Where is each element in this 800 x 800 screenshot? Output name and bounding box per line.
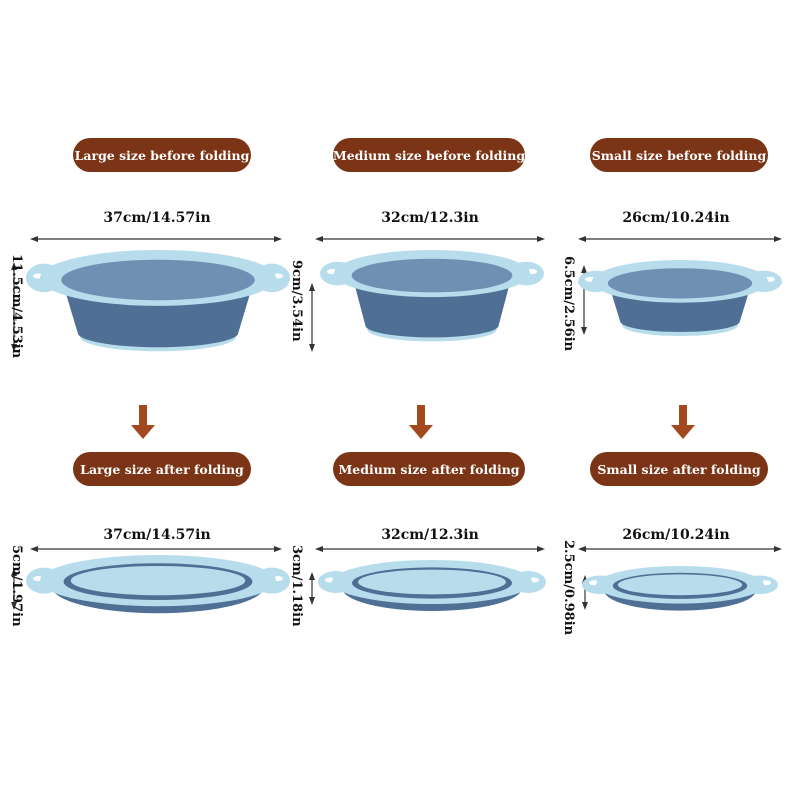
- label-small-after: Small size after folding: [590, 452, 768, 486]
- label-large-before: Large size before folding: [73, 138, 251, 172]
- height-large-after: 5cm/1.97in: [9, 545, 24, 627]
- arrow-up-icon: [11, 568, 17, 576]
- down-arrow-icon: [131, 405, 155, 439]
- folded-center: [617, 574, 743, 596]
- bowl-interior: [351, 258, 513, 293]
- arrow-down-icon: [11, 344, 17, 352]
- width-large-after: 37cm/14.57in: [103, 527, 211, 543]
- height-small-after: 2.5cm/0.98in: [561, 540, 576, 636]
- height-large-before: 11.5cm/4.53in: [9, 254, 24, 359]
- height-medium-before: 9cm/3.54in: [289, 260, 304, 342]
- bowl-interior: [607, 268, 753, 299]
- arrow-down-icon: [309, 344, 315, 352]
- arrow-left-icon: [578, 546, 586, 552]
- down-arrow-icon: [409, 405, 433, 439]
- arrow-up-icon: [309, 572, 315, 580]
- width-medium-after: 32cm/12.3in: [381, 527, 479, 543]
- arrow-down-icon: [309, 597, 315, 605]
- width-small-after: 26cm/10.24in: [622, 527, 730, 543]
- arrow-right-icon: [274, 236, 282, 242]
- arrow-right-icon: [274, 546, 282, 552]
- arrow-left-icon: [30, 546, 38, 552]
- arrow-up-icon: [11, 262, 17, 270]
- height-medium-after: 3cm/1.18in: [289, 545, 304, 627]
- arrow-right-icon: [774, 546, 782, 552]
- folded-center: [70, 565, 246, 596]
- arrow-right-icon: [537, 236, 545, 242]
- arrow-left-icon: [315, 236, 323, 242]
- height-small-before: 6.5cm/2.56in: [561, 256, 576, 352]
- arrow-right-icon: [774, 236, 782, 242]
- arrow-left-icon: [315, 546, 323, 552]
- width-large-before: 37cm/14.57in: [103, 210, 211, 226]
- label-medium-before: Medium size before folding: [333, 138, 525, 172]
- arrow-up-icon: [581, 265, 587, 273]
- arrow-up-icon: [309, 283, 315, 291]
- label-large-after: Large size after folding: [73, 452, 251, 486]
- folded-center: [358, 569, 506, 595]
- arrow-down-icon: [582, 602, 588, 610]
- width-small-before: 26cm/10.24in: [622, 210, 730, 226]
- arrow-down-icon: [11, 602, 17, 610]
- down-arrow-icon: [671, 405, 695, 439]
- label-medium-after: Medium size after folding: [333, 452, 525, 486]
- bowl-interior: [61, 259, 255, 301]
- width-medium-before: 32cm/12.3in: [381, 210, 479, 226]
- arrow-left-icon: [578, 236, 586, 242]
- arrow-left-icon: [30, 236, 38, 242]
- arrow-down-icon: [581, 327, 587, 335]
- label-small-before: Small size before folding: [590, 138, 768, 172]
- arrow-right-icon: [537, 546, 545, 552]
